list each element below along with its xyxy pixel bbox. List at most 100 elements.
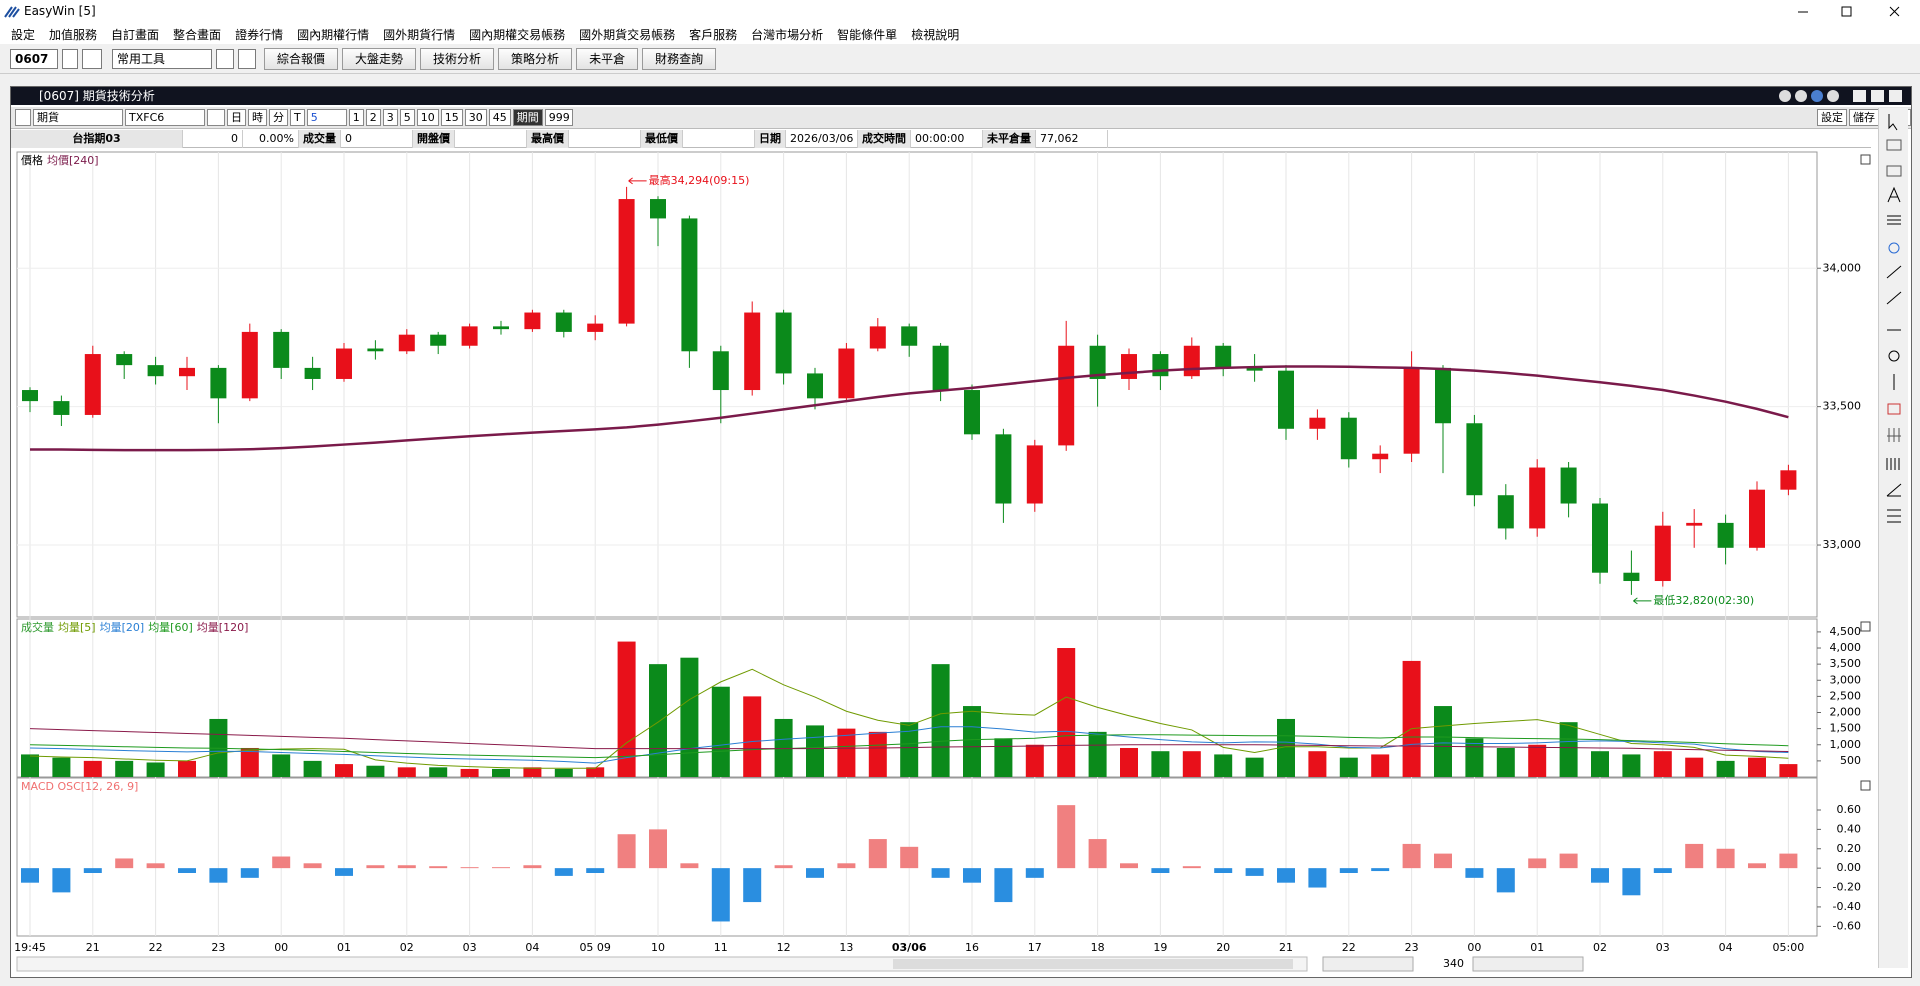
bar	[1591, 868, 1609, 883]
toolbar-button[interactable]: 綜合報價	[264, 47, 339, 70]
bar	[931, 664, 950, 777]
bar	[963, 868, 981, 883]
candle-body	[807, 373, 823, 399]
bar	[272, 754, 291, 777]
code-input[interactable]: 0607	[10, 48, 58, 69]
menu-item[interactable]: 國外期貨行情	[383, 27, 456, 42]
play-button[interactable]	[15, 109, 31, 126]
toolbar-button[interactable]: 財務查詢	[642, 47, 717, 70]
period-button[interactable]: 時	[248, 109, 267, 126]
menu-item[interactable]: 台灣市場分析	[751, 27, 824, 42]
minute-button[interactable]: 1	[348, 109, 364, 126]
interval-select[interactable]: 5	[306, 109, 347, 126]
menu-item[interactable]: 設定	[11, 27, 36, 42]
menu-item[interactable]: 整合畫面	[173, 27, 222, 42]
bar	[21, 868, 39, 883]
settings-button[interactable]	[216, 48, 234, 69]
x-tick-label: 04	[525, 941, 539, 954]
legend-item: 價格	[21, 153, 43, 167]
candle-body	[1121, 354, 1137, 379]
bar	[52, 757, 71, 777]
minute-button[interactable]: 15	[440, 109, 463, 126]
bar	[994, 738, 1013, 777]
search-button[interactable]	[82, 48, 102, 69]
menu-item[interactable]: 自訂畫面	[111, 27, 160, 42]
minute-button[interactable]: 45	[488, 109, 511, 126]
menu-item[interactable]: 國內期權交易帳務	[469, 27, 566, 42]
minute-button[interactable]: 30	[464, 109, 487, 126]
bar	[806, 725, 824, 777]
toolbar-button[interactable]: 大盤走勢	[342, 47, 417, 70]
candle-body	[1309, 417, 1326, 429]
bar	[115, 858, 134, 869]
field-value	[569, 130, 641, 148]
layout-button[interactable]	[238, 48, 256, 69]
period-button[interactable]: 日	[227, 109, 246, 126]
panel-close	[1860, 154, 1871, 165]
field-label: 最低價	[641, 130, 683, 148]
bar	[178, 868, 196, 873]
minute-button[interactable]: 10	[416, 109, 439, 126]
candle-body	[1592, 503, 1608, 573]
period-button[interactable]: 分	[269, 109, 288, 126]
menu-item[interactable]: 加值服務	[49, 27, 98, 42]
bar	[1371, 868, 1390, 872]
annotation-arrow	[628, 177, 647, 185]
minute-button[interactable]: 5	[399, 109, 415, 126]
bar	[1214, 868, 1233, 873]
candle-body	[1372, 453, 1389, 460]
bar	[115, 760, 134, 777]
menu-item[interactable]: 證券行情	[235, 27, 284, 42]
bar	[366, 765, 385, 777]
x-tick-label: 02	[1593, 941, 1607, 954]
candle-body	[1529, 467, 1546, 529]
x-tick-label: 12	[777, 941, 791, 954]
menu-item[interactable]: 檢視說明	[911, 27, 960, 42]
candle-body	[147, 365, 164, 377]
dropdown[interactable]	[62, 48, 78, 69]
bar	[680, 657, 699, 777]
minute-button[interactable]: 3	[382, 109, 398, 126]
tool-select[interactable]: 常用工具	[112, 48, 212, 69]
menu-item[interactable]: 國內期權行情	[297, 27, 370, 42]
legend-item: 成交量	[21, 620, 54, 634]
search-button[interactable]	[207, 109, 225, 126]
y-tick-label: 33,500	[1823, 400, 1862, 413]
range-input[interactable]: 999	[544, 109, 573, 126]
symbol-select[interactable]: TXFC6	[125, 109, 205, 126]
menu-item[interactable]: 客戶服務	[689, 27, 738, 42]
window-buttons[interactable]	[1777, 88, 1907, 104]
x-tick-label: 03/06	[892, 941, 927, 954]
minute-button[interactable]: 2	[365, 109, 381, 126]
quote-info: 台指期03 0 0.00% 成交量 0 開盤價 最高價 最低價 日期 2026/03/06 成交時間…	[11, 130, 1871, 148]
bar	[1245, 757, 1264, 777]
market-select[interactable]: 期貨	[33, 109, 123, 126]
bar	[1308, 868, 1327, 888]
bar	[900, 722, 919, 777]
period-button[interactable]: T	[290, 109, 305, 126]
bar	[83, 760, 102, 777]
bar	[1559, 722, 1578, 777]
legend-item: 均量[5]	[58, 621, 96, 634]
bar	[523, 767, 542, 777]
action-button[interactable]: 儲存	[1849, 109, 1879, 126]
toolbar-button[interactable]: 技術分析	[420, 47, 495, 70]
bar	[1434, 853, 1452, 869]
action-button[interactable]: 設定	[1817, 109, 1847, 126]
candle-body	[1435, 367, 1451, 424]
x-tick-label: 00	[1467, 941, 1481, 954]
x-tick-label: 21	[1279, 941, 1293, 954]
bar	[1088, 731, 1107, 777]
candle-body	[650, 199, 666, 219]
menu-item[interactable]: 智能條件單	[837, 27, 898, 42]
field-value	[683, 130, 755, 148]
bar	[994, 868, 1013, 903]
window-controls[interactable]	[1780, 0, 1920, 24]
x-tick-label: 19	[1153, 941, 1167, 954]
menu-item[interactable]: 國外期貨交易帳務	[579, 27, 676, 42]
bar	[146, 762, 165, 777]
tool-icons[interactable]	[1879, 108, 1909, 968]
toolbar-button[interactable]: 未平倉	[576, 47, 639, 70]
toolbar-button[interactable]: 策略分析	[498, 47, 573, 70]
bar	[52, 868, 71, 893]
